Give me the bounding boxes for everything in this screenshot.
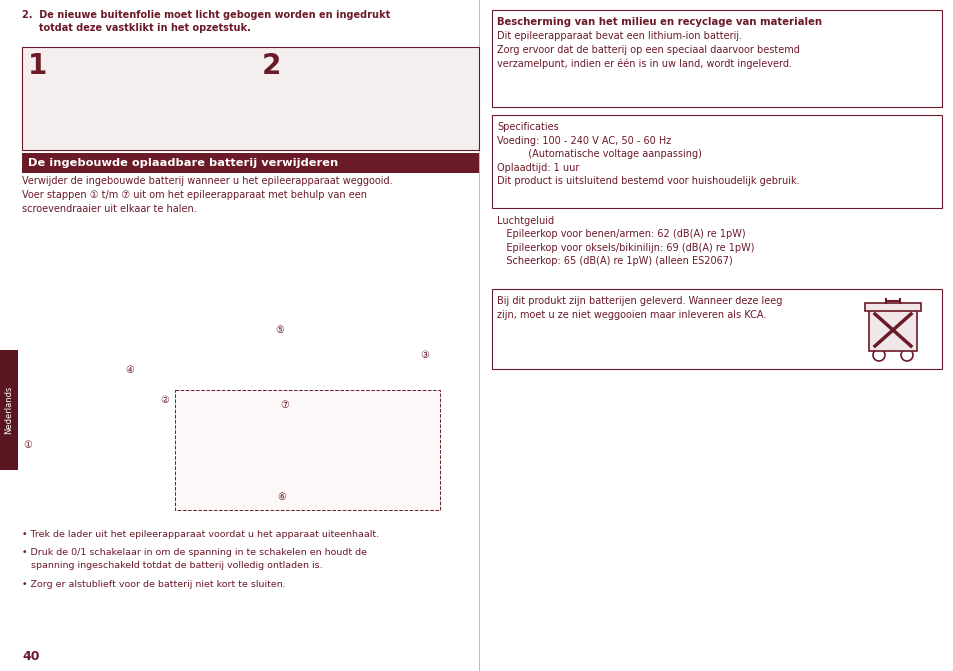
Text: Nederlands: Nederlands bbox=[5, 386, 13, 434]
Bar bbox=[492, 115, 941, 208]
Text: 1: 1 bbox=[28, 52, 48, 80]
Text: • Druk de 0/1 schakelaar in om de spanning in te schakelen en houdt de
   spanni: • Druk de 0/1 schakelaar in om de spanni… bbox=[22, 548, 367, 570]
Text: 40: 40 bbox=[22, 650, 39, 663]
Bar bbox=[22, 153, 478, 173]
Text: Epileerkop voor benen/armen: 62 (dB(A) re 1pW)
   Epileerkop voor oksels/bikinil: Epileerkop voor benen/armen: 62 (dB(A) r… bbox=[497, 229, 754, 266]
Text: Bescherming van het milieu en recyclage van materialen: Bescherming van het milieu en recyclage … bbox=[497, 17, 821, 27]
Text: Verwijder de ingebouwde batterij wanneer u het epileerapparaat weggooid.
Voer st: Verwijder de ingebouwde batterij wanneer… bbox=[22, 176, 393, 214]
Bar bbox=[492, 10, 941, 107]
Bar bbox=[492, 289, 941, 369]
Text: Luchtgeluid: Luchtgeluid bbox=[497, 216, 554, 226]
Text: ③: ③ bbox=[420, 350, 429, 360]
Text: ④: ④ bbox=[126, 365, 134, 375]
Text: ⑥: ⑥ bbox=[277, 492, 286, 502]
Text: ②: ② bbox=[160, 395, 170, 405]
Bar bbox=[22, 47, 478, 150]
Text: ⑦: ⑦ bbox=[280, 400, 289, 410]
Text: ⑤: ⑤ bbox=[275, 325, 284, 335]
Text: • Trek de lader uit het epileerapparaat voordat u het apparaat uiteenhaalt.: • Trek de lader uit het epileerapparaat … bbox=[22, 530, 378, 539]
Text: • Zorg er alstublieft voor de batterij niet kort te sluiten.: • Zorg er alstublieft voor de batterij n… bbox=[22, 580, 286, 589]
Text: 2.  De nieuwe buitenfolie moet licht gebogen worden en ingedrukt
     totdat dez: 2. De nieuwe buitenfolie moet licht gebo… bbox=[22, 10, 390, 33]
Text: Dit epileerapparaat bevat een lithium-ion batterij.
Zorg ervoor dat de batterij : Dit epileerapparaat bevat een lithium-io… bbox=[497, 31, 799, 69]
Text: Bij dit produkt zijn batterijen geleverd. Wanneer deze leeg
zijn, moet u ze niet: Bij dit produkt zijn batterijen geleverd… bbox=[497, 296, 781, 319]
Bar bbox=[868, 309, 916, 351]
Text: 2: 2 bbox=[262, 52, 281, 80]
Text: Specificaties
Voeding: 100 - 240 V AC, 50 - 60 Hz
          (Automatische voltag: Specificaties Voeding: 100 - 240 V AC, 5… bbox=[497, 122, 799, 187]
Text: De ingebouwde oplaadbare batterij verwijderen: De ingebouwde oplaadbare batterij verwij… bbox=[28, 158, 338, 168]
Bar bbox=[864, 303, 920, 311]
Text: ①: ① bbox=[24, 440, 32, 450]
Bar bbox=[0, 350, 18, 470]
Bar bbox=[174, 390, 439, 510]
